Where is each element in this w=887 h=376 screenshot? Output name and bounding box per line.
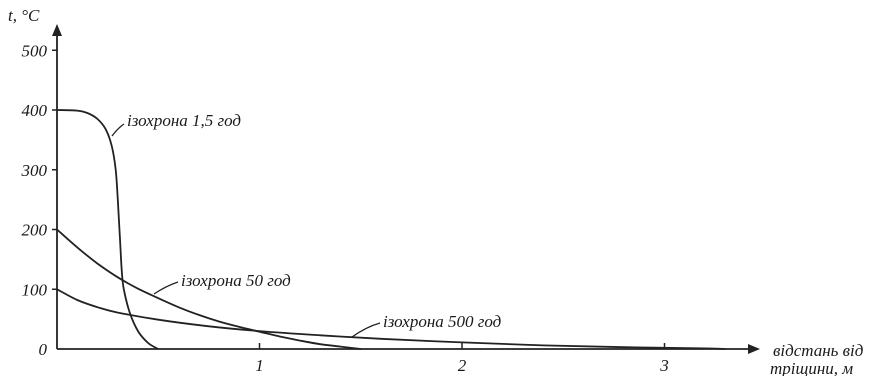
leader-line-isochrone-50h <box>153 281 179 295</box>
x-tick-label-2: 2 <box>458 356 467 375</box>
x-tick-label-3: 3 <box>659 356 669 375</box>
curve-labels: ізохрона 1,5 год ізохрона 50 год ізохрон… <box>111 111 502 338</box>
series-line-isochrone-500h <box>56 288 726 350</box>
y-tick-label-400: 400 <box>22 101 48 120</box>
y-tick-label-0: 0 <box>39 340 48 359</box>
x-axis-label-line2: тріщини, м <box>770 359 853 376</box>
series-label-isochrone-50h: ізохрона 50 год <box>181 271 291 290</box>
x-ticks: 1 2 3 <box>255 343 669 375</box>
y-tick-label-500: 500 <box>22 41 48 60</box>
y-tick-label-200: 200 <box>22 221 48 240</box>
y-tick-label-300: 300 <box>21 161 48 180</box>
series-label-isochrone-500h: ізохрона 500 год <box>383 312 502 331</box>
y-tick-label-100: 100 <box>22 280 48 299</box>
leader-line-isochrone-500h <box>351 322 381 338</box>
y-axis-label: t, °C <box>8 6 40 25</box>
series-layer <box>56 109 726 350</box>
series-line-isochrone-50h <box>56 228 361 350</box>
x-tick-label-1: 1 <box>255 356 264 375</box>
series-line-isochrone-1-5h <box>56 109 159 350</box>
series-label-isochrone-1-5h: ізохрона 1,5 год <box>127 111 241 130</box>
x-axis-label-line1: відстань від <box>773 341 864 360</box>
y-ticks: 0 100 200 300 400 500 <box>21 41 57 359</box>
leader-line-isochrone-1-5h <box>111 123 125 137</box>
